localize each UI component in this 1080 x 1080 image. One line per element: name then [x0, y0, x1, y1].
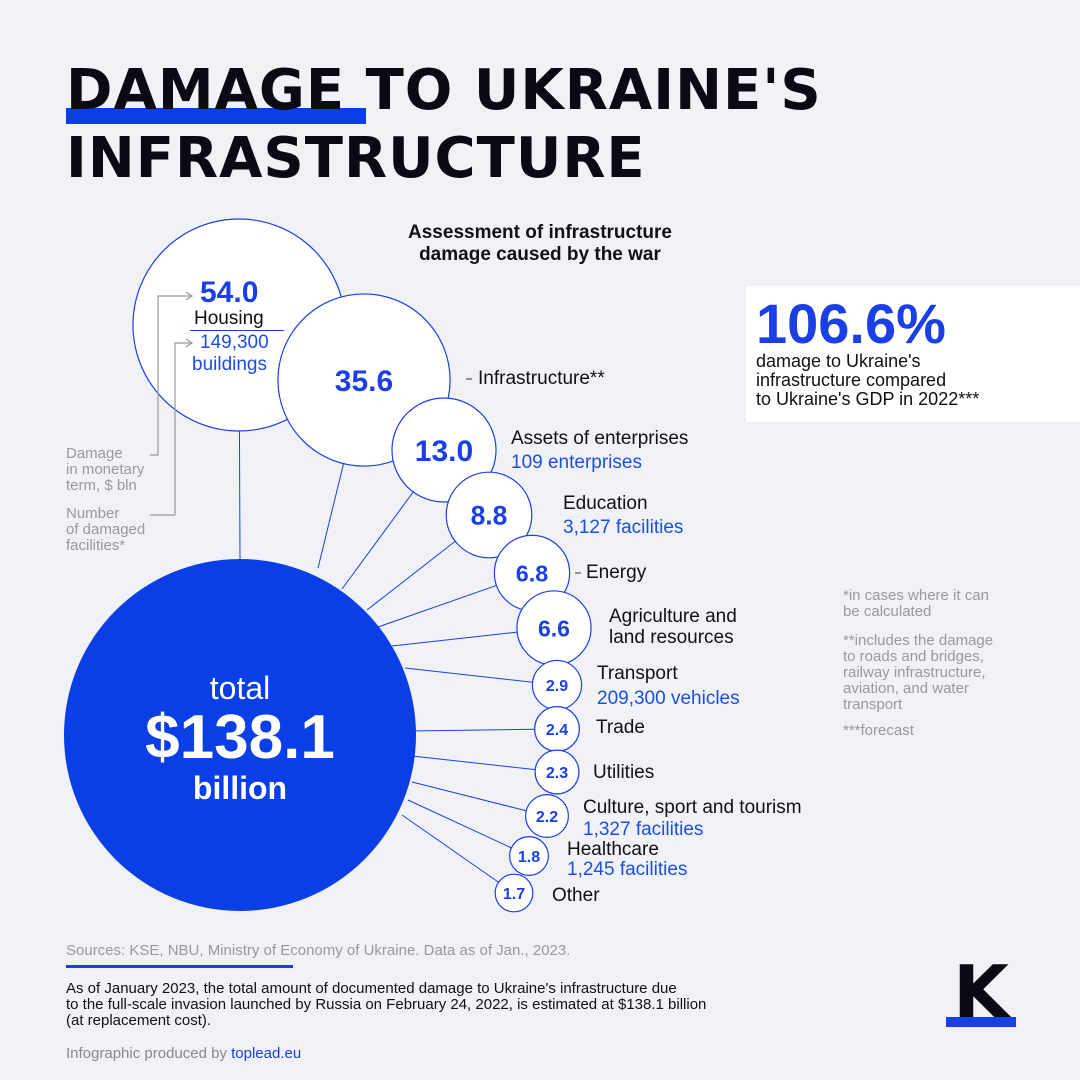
connector-line-8: [411, 755, 536, 771]
bubble-value-6: 2.9: [546, 678, 568, 695]
total-value: $138.1: [145, 703, 335, 772]
bubble-9: [525, 794, 569, 838]
bubble-value-2: 13.0: [415, 435, 473, 468]
connector-line-10: [407, 799, 512, 849]
bubble-value-4: 6.8: [516, 560, 548, 586]
page-title-line1: DAMAGE TO UKRAINE'S: [66, 58, 822, 123]
connector-line-0: [238, 430, 241, 560]
connector-line-5: [391, 631, 518, 647]
bubble-8: [534, 749, 580, 795]
bubble-value-9: 2.2: [536, 809, 558, 826]
legend-arrow-1: [150, 342, 192, 516]
housing-count-unit: buildings: [192, 354, 267, 375]
bubble-value-10: 1.8: [518, 849, 540, 866]
footnote-3: ***forecast: [843, 722, 914, 739]
label-infrastructure: Infrastructure**: [478, 368, 611, 390]
legend-monetary: Damage in monetary term, $ bln: [66, 445, 145, 494]
total-unit: billion: [192, 770, 288, 806]
bubble-value-5: 6.6: [538, 615, 570, 641]
gdp-comparison-box: 106.6% damage to Ukraine's infrastructur…: [746, 286, 1080, 422]
housing-count-number: 149,300: [200, 332, 269, 353]
credit: Infographic produced by toplead.eu: [66, 1045, 302, 1062]
label-utilities: Utilities: [593, 762, 661, 784]
bubble-value-11: 1.7: [503, 886, 525, 903]
count-healthcare: 1,245 facilities: [567, 859, 688, 880]
connector-line-6: [404, 667, 533, 683]
housing-divider: [190, 330, 284, 331]
total-circle: [64, 559, 416, 911]
page-title-line2: INFRASTRUCTURE: [66, 126, 646, 191]
chart-subtitle: Assessment of infrastructure damage caus…: [340, 222, 740, 266]
bubble-value-7: 2.4: [546, 722, 568, 739]
subtitle-line1: Assessment of infrastructure: [408, 222, 672, 243]
connector-line-4: [377, 584, 497, 628]
credit-link[interactable]: toplead.eu: [231, 1045, 302, 1062]
connector-line-9: [411, 781, 527, 812]
count-enterprises: 109 enterprises: [511, 452, 642, 473]
bubble-3: [445, 471, 533, 559]
sources-underline: [66, 965, 293, 968]
connector-line-2: [341, 491, 414, 590]
bubble-value-8: 2.3: [546, 765, 568, 782]
svg-text:K: K: [953, 955, 1011, 1027]
footnote-1: *in cases where it can be calculated: [843, 587, 989, 620]
legend-arrow-0: [150, 295, 192, 456]
bubble-11: [494, 873, 534, 913]
sources: Sources: KSE, NBU, Ministry of Economy o…: [66, 942, 571, 959]
legend-arrowhead-0: [185, 291, 194, 301]
total-label: total: [209, 670, 271, 706]
connector-line-11: [401, 814, 499, 883]
bubble-10: [509, 836, 549, 876]
label-culture: Culture, sport and tourism: [583, 797, 808, 819]
label-transport: Transport: [597, 663, 684, 685]
legend-count: Number of damaged facilities*: [66, 505, 146, 554]
summary: As of January 2023, the total amount of …: [66, 980, 707, 1029]
subtitle-line2: damage caused by the war: [419, 244, 661, 265]
title-underline: [66, 108, 366, 124]
label-agriculture-line2: land resources: [609, 627, 734, 648]
label-healthcare: Healthcare: [567, 839, 665, 861]
connector-line-3: [366, 540, 456, 611]
gdp-value: 106.6%: [756, 292, 946, 355]
logo-k: K: [946, 955, 1016, 1027]
label-enterprises: Assets of enterprises: [511, 428, 695, 450]
housing-value: 54.0: [200, 276, 259, 309]
bubble-value-3: 8.8: [471, 501, 508, 531]
legend-arrowhead-1: [185, 338, 194, 348]
bubble-value-1: 35.6: [335, 365, 393, 398]
connector-line-7: [409, 728, 535, 732]
label-energy: Energy: [586, 562, 653, 584]
label-agriculture-line1: Agriculture and: [609, 606, 743, 628]
gdp-description: damage to Ukraine's infrastructure compa…: [756, 351, 980, 409]
count-transport: 209,300 vehicles: [597, 688, 740, 709]
label-trade: Trade: [596, 717, 651, 739]
label-education: Education: [563, 493, 654, 515]
count-education: 3,127 facilities: [563, 517, 684, 538]
connector-line-1: [317, 463, 345, 569]
count-culture: 1,327 facilities: [583, 819, 704, 840]
footnote-2: **includes the damage to roads and bridg…: [843, 632, 994, 713]
label-other: Other: [552, 885, 606, 907]
housing-label: Housing: [194, 308, 264, 329]
